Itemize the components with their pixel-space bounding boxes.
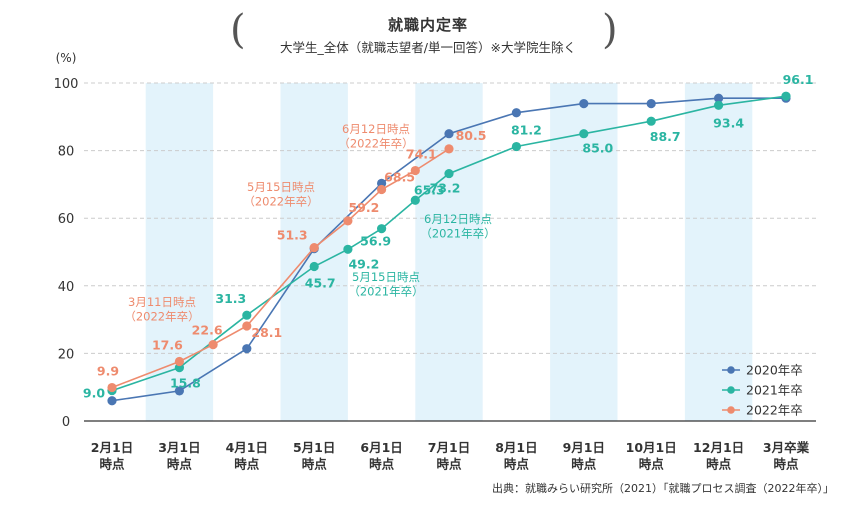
data-label-2022: 74.1 [406,147,437,162]
data-label-2021: 73.2 [430,181,461,196]
background-band [415,83,483,421]
x-tick-label-jun: 6月1日時点 [360,440,402,471]
annotation-ann-2022-jun12: 6月12日時点（2022年卒） [338,122,413,150]
data-label-2022: 9.9 [97,364,119,379]
data-label-2022: 80.5 [456,128,487,143]
data-point-2022 [242,321,252,331]
annotation-ann-2022-mar11: 3月11日時点（2022年卒） [124,295,199,323]
data-point-2021 [309,261,319,272]
legend-label-2021: 2021年卒 [746,383,803,398]
data-point-2020 [107,396,117,406]
data-label-2021: 45.7 [305,276,336,291]
chart-title: 就職内定率 [387,16,468,34]
chart-subtitle: 大学生_全体（就職志望者/単一回答）※大学院生除く [280,40,576,55]
x-tick-label-aug: 8月1日時点 [495,440,537,471]
y-tick-label: 100 [54,77,79,92]
data-point-2021 [511,141,521,152]
x-tick-label-mar: 3月1日時点 [158,440,200,471]
data-point-2022 [343,216,353,226]
data-label-2021: 49.2 [348,256,379,271]
chart-header: 就職内定率 大学生_全体（就職志望者/単一回答）※大学院生除く [228,14,628,56]
data-point-2022 [309,243,319,253]
data-label-2021: 88.7 [650,129,681,144]
background-band [684,83,753,421]
title-bracket-right: ) [602,7,618,53]
data-label-2022: 68.5 [384,169,415,184]
annotation-ann-2021-may15: 5月15日時点（2021年卒） [348,270,423,298]
data-point-2021 [444,168,454,179]
data-label-2021: 31.3 [215,291,246,306]
data-label-2022: 22.6 [192,323,223,338]
data-point-2020 [444,129,454,139]
data-point-2022 [377,184,387,195]
x-tick-label-dec: 12月1日時点 [693,440,744,471]
legend-marker-2020 [727,366,735,374]
data-label-2022: 51.3 [277,228,308,243]
x-tick-label-oct: 10月1日時点 [626,440,677,471]
data-point-2021 [579,129,589,139]
data-point-2021 [410,195,420,205]
data-label-2021: 65.3 [414,182,445,197]
data-label-2021: 96.1 [783,72,814,87]
annotation-ann-2022-may15: 5月15日時点（2022年卒） [243,180,318,208]
data-point-2022 [444,144,454,154]
data-point-2021 [781,91,791,101]
y-tick-label: 20 [58,347,75,362]
data-point-2021 [714,100,724,110]
annotation-ann-2021-jun12: 6月12日時点（2021年卒） [420,212,495,240]
data-point-2020 [714,93,724,103]
x-tick-label-may: 5月1日時点 [293,440,335,471]
y-axis-label: (%) [56,51,77,65]
data-label-2021: 81.2 [511,123,542,138]
legend-marker-2022 [727,406,735,414]
data-label-2021: 15.8 [170,376,201,391]
y-tick-label: 80 [58,145,75,160]
data-point-2021 [242,310,252,320]
data-label-2022: 59.2 [348,200,379,215]
data-point-2022 [107,382,117,393]
data-point-2020 [646,99,656,109]
legend-label-2020: 2020年卒 [746,363,803,378]
x-tick-label-apr: 4月1日時点 [226,440,268,471]
data-label-2021: 9.0 [83,386,105,401]
x-tick-label-jul: 7月1日時点 [428,440,470,471]
data-point-2020 [242,344,252,354]
y-tick-label: 40 [58,280,75,295]
data-label-2022: 28.1 [251,325,282,340]
data-point-2020 [174,386,184,396]
data-label-2021: 85.0 [582,141,613,156]
data-label-2021: 56.9 [360,234,391,249]
data-point-2020 [511,108,521,118]
x-tick-label-sep: 9月1日時点 [563,440,605,471]
legend-marker-2021 [727,386,735,394]
source-note: 出典：就職みらい研究所（2021）「就職プロセス調査（2022年卒）」 [492,482,834,495]
data-point-2022 [208,340,218,350]
legend-label-2022: 2022年卒 [746,403,803,418]
x-tick-label-feb: 2月1日時点 [91,440,133,471]
x-tick-label-grad: 3月卒業時点 [763,440,810,471]
y-tick-label: 60 [58,212,75,227]
data-point-2021 [377,224,387,234]
title-bracket-left: ( [230,7,246,53]
data-point-2022 [410,165,420,176]
data-point-2021 [646,116,656,126]
data-label-2021: 93.4 [713,115,744,130]
background-band [550,83,618,421]
y-tick-label: 0 [62,415,70,430]
data-label-2022: 17.6 [152,338,183,353]
data-point-2020 [579,99,589,109]
data-point-2022 [174,356,184,367]
data-point-2021 [343,244,353,254]
